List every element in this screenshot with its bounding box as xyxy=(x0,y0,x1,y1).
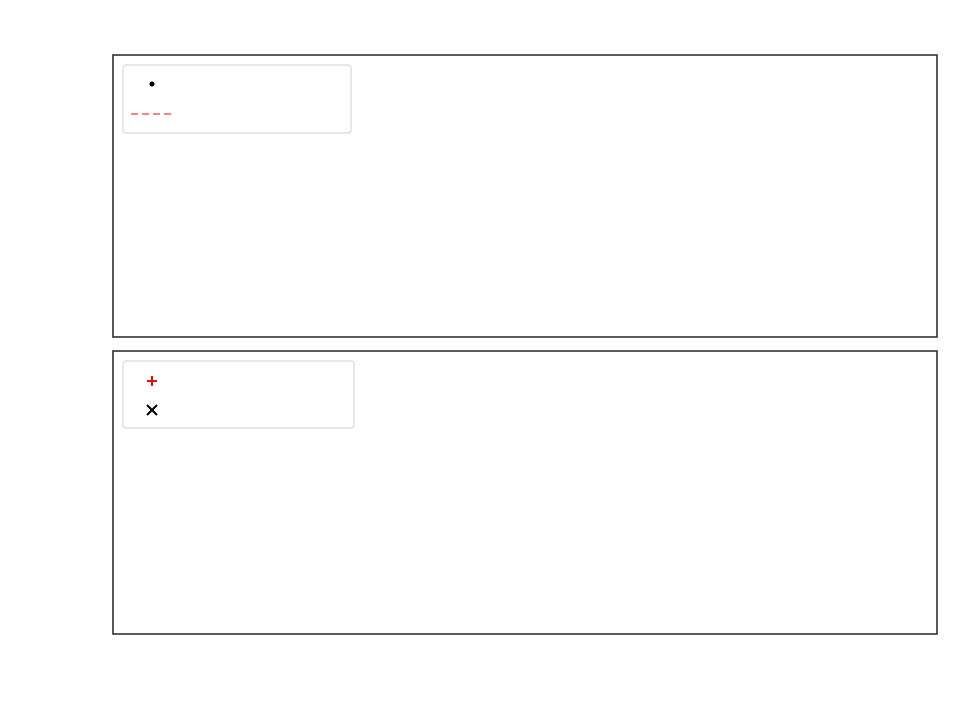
bottom-legend-box xyxy=(122,360,355,429)
legend-measurements-marker xyxy=(149,81,155,87)
top-legend xyxy=(122,64,352,134)
bottom-legend xyxy=(122,360,355,429)
top-legend-box xyxy=(122,64,352,134)
top-panel xyxy=(112,54,938,338)
legend-predicted-marker xyxy=(146,404,158,416)
top-axes-frame xyxy=(112,54,938,338)
bottom-axes-frame xyxy=(112,350,938,635)
bottom-panel xyxy=(112,350,938,635)
legend-matched-marker xyxy=(147,376,157,386)
